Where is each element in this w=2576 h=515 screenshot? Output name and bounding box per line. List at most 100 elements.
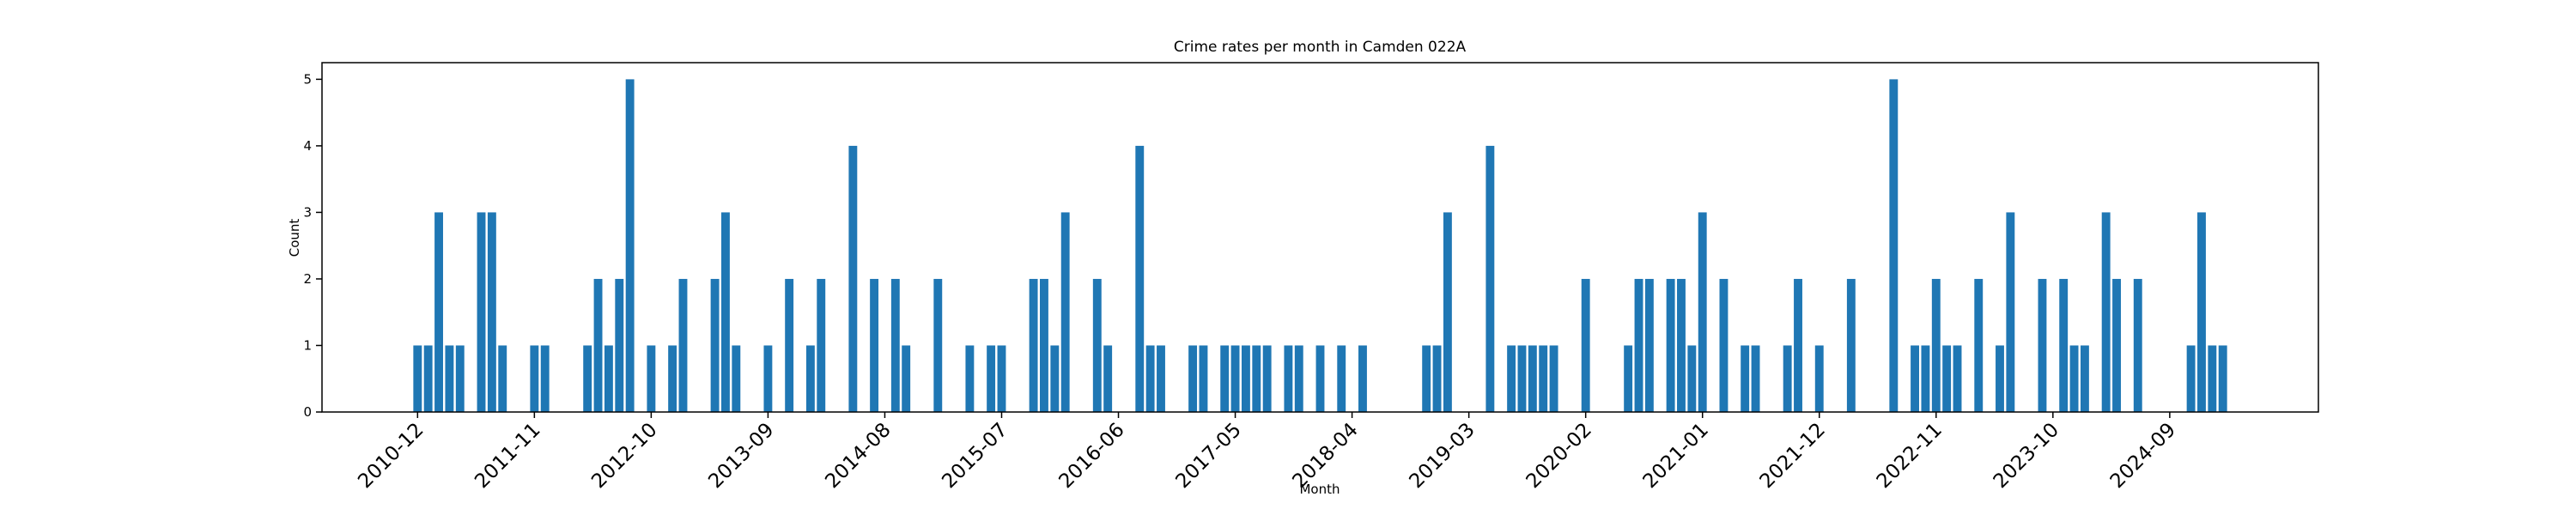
bar: [2197, 212, 2206, 412]
x-tick-label: 2022-11: [1873, 419, 1947, 493]
bar: [2218, 345, 2227, 412]
bar: [413, 345, 422, 412]
bar: [1358, 345, 1367, 412]
bar: [1040, 278, 1048, 412]
bar: [1103, 345, 1113, 412]
bar: [498, 345, 507, 412]
bar: [1528, 345, 1537, 412]
bar: [1432, 345, 1442, 412]
bar: [1953, 345, 1962, 412]
bar: [1220, 345, 1230, 412]
x-tick-label: 2017-05: [1171, 419, 1245, 493]
x-tick-label: 2013-09: [704, 419, 778, 493]
bar: [1050, 345, 1060, 412]
bar: [890, 278, 900, 412]
bar: [1230, 345, 1240, 412]
bar: [933, 278, 943, 412]
x-axis-label: Month: [1299, 482, 1340, 497]
bar: [1188, 345, 1198, 412]
bar: [1315, 345, 1325, 412]
bar: [1624, 345, 1633, 412]
bar: [1485, 145, 1495, 412]
bar: [1666, 278, 1675, 412]
bar: [1634, 278, 1643, 412]
bar: [1846, 278, 1856, 412]
y-tick-label: 3: [303, 204, 312, 220]
bar: [1783, 345, 1792, 412]
bar: [1443, 212, 1452, 412]
x-tick-label: 2021-12: [1756, 419, 1830, 493]
x-tick-label: 2010-12: [354, 419, 428, 493]
bar: [1741, 345, 1750, 412]
x-tick-label: 2016-06: [1054, 419, 1128, 493]
bar: [477, 212, 486, 412]
bar: [2101, 212, 2111, 412]
bar: [848, 145, 858, 412]
bar: [434, 212, 443, 412]
bar: [2133, 278, 2142, 412]
x-tick-label: 2024-09: [2106, 419, 2180, 493]
bar: [615, 278, 624, 412]
bar: [2112, 278, 2121, 412]
plot-frame: [321, 62, 2319, 413]
x-tick-label: 2021-01: [1639, 419, 1713, 493]
bar: [445, 345, 454, 412]
bar: [1262, 345, 1272, 412]
bar: [2208, 345, 2217, 412]
bar: [1337, 345, 1346, 412]
bar: [1060, 212, 1070, 412]
bar: [1507, 345, 1516, 412]
bar: [593, 278, 603, 412]
bar: [1974, 278, 1984, 412]
bar: [965, 345, 975, 412]
bar: [1092, 278, 1102, 412]
bar: [1921, 345, 1930, 412]
y-axis-label: Count: [287, 219, 302, 258]
bar: [710, 278, 720, 412]
bar: [1199, 345, 1208, 412]
x-tick-label: 2023-10: [1990, 419, 2063, 493]
bar: [1549, 345, 1558, 412]
bar: [1517, 345, 1527, 412]
bar: [1889, 79, 1899, 412]
bar: [763, 345, 773, 412]
bar: [1794, 278, 1802, 412]
x-tick-label: 2011-11: [471, 419, 544, 493]
bar: [2038, 278, 2047, 412]
bar: [668, 345, 677, 412]
bar: [455, 345, 465, 412]
bar: [1241, 345, 1250, 412]
bar: [1135, 145, 1145, 412]
bar: [1719, 278, 1728, 412]
bar: [987, 345, 996, 412]
bar: [805, 345, 815, 412]
bar: [732, 345, 741, 412]
bar: [1029, 278, 1038, 412]
y-tick-label: 5: [303, 71, 312, 87]
x-tick-label: 2014-08: [821, 419, 895, 493]
bar: [1911, 345, 1919, 412]
bar: [1422, 345, 1431, 412]
bar: [902, 345, 911, 412]
y-tick-label: 0: [303, 404, 312, 420]
y-tick-label: 4: [303, 138, 312, 154]
bar: [785, 278, 794, 412]
bar: [1814, 345, 1824, 412]
bar: [530, 345, 539, 412]
bar: [625, 79, 635, 412]
bar: [1252, 345, 1261, 412]
bar: [2006, 212, 2015, 412]
x-tick-label: 2019-03: [1406, 419, 1479, 493]
y-tick-label: 1: [303, 337, 312, 353]
x-tick-label: 2012-10: [587, 419, 661, 493]
chart-title: Crime rates per month in Camden 022A: [1174, 39, 1467, 56]
bar: [1942, 345, 1952, 412]
bar: [1145, 345, 1155, 412]
bar: [604, 345, 613, 412]
bar: [1931, 278, 1941, 412]
bar: [1294, 345, 1303, 412]
bar: [583, 345, 592, 412]
x-tick-label: 2020-02: [1522, 419, 1596, 493]
bar: [2059, 278, 2069, 412]
